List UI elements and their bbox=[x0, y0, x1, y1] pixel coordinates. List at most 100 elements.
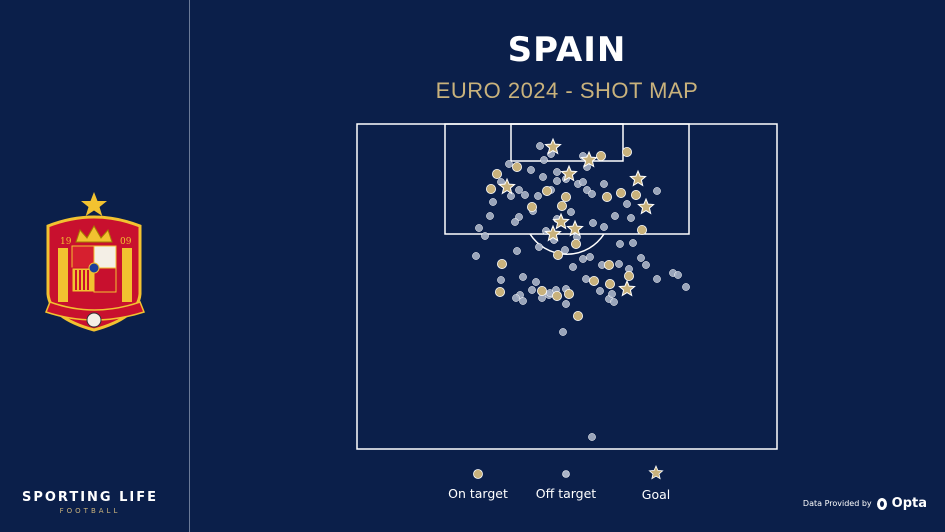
shot-on-target bbox=[491, 169, 502, 180]
chart-subtitle: EURO 2024 - SHOT MAP bbox=[435, 78, 699, 103]
crest-pillar-left bbox=[58, 248, 68, 302]
shot-off-target bbox=[519, 297, 527, 305]
shot-off-target bbox=[553, 177, 561, 185]
crest-crown-icon bbox=[75, 225, 113, 243]
shot-on-target bbox=[621, 146, 632, 157]
shot-off-target bbox=[521, 191, 529, 199]
chart-title: SPAIN bbox=[507, 30, 627, 70]
shot-off-target bbox=[600, 180, 608, 188]
shot-on-target bbox=[496, 258, 507, 269]
shot-off-target bbox=[489, 198, 497, 206]
shot-off-target bbox=[589, 219, 597, 227]
shot-on-target bbox=[494, 286, 505, 297]
shot-off-target bbox=[536, 142, 544, 150]
shot-off-target bbox=[519, 273, 527, 281]
shot-off-target bbox=[540, 156, 548, 164]
shot-off-target bbox=[512, 294, 520, 302]
shot-off-target bbox=[567, 208, 575, 216]
shot-off-target bbox=[513, 247, 521, 255]
shot-off-target bbox=[586, 253, 594, 261]
shot-on-target bbox=[570, 239, 581, 250]
crest-year-right: 09 bbox=[120, 237, 132, 247]
shot-off-target bbox=[532, 278, 540, 286]
shot-off-target bbox=[674, 271, 682, 279]
shot-markers bbox=[472, 137, 690, 441]
legend-item-on-target: On target bbox=[438, 465, 518, 501]
shot-off-target bbox=[623, 200, 631, 208]
shot-off-target bbox=[528, 286, 536, 294]
shot-on-target bbox=[556, 201, 567, 212]
shot-goal bbox=[629, 169, 647, 187]
shot-goal bbox=[560, 164, 578, 182]
crest-stripes bbox=[75, 270, 89, 290]
penalty-arc bbox=[529, 233, 605, 255]
shot-on-target bbox=[588, 275, 599, 286]
legend-goal-icon bbox=[648, 464, 664, 480]
crest-ball-icon bbox=[86, 312, 102, 328]
brand-subtitle: FOOTBALL bbox=[59, 507, 121, 515]
shot-on-target bbox=[615, 188, 626, 199]
crest-year-left: 19 bbox=[60, 237, 72, 247]
shot-off-target bbox=[486, 212, 494, 220]
crest-inner-shield-br bbox=[93, 267, 117, 293]
shot-goal bbox=[544, 224, 562, 242]
shot-off-target bbox=[515, 213, 523, 221]
opta-logo-icon bbox=[876, 497, 887, 510]
crest-center-icon bbox=[88, 262, 100, 274]
legend-off-target-icon bbox=[562, 470, 570, 478]
shot-goal bbox=[580, 150, 598, 168]
shot-off-target bbox=[527, 166, 535, 174]
shot-off-target bbox=[569, 263, 577, 271]
shot-on-target bbox=[541, 186, 552, 197]
shot-on-target bbox=[563, 288, 574, 299]
shot-goal bbox=[498, 177, 516, 195]
legend-on-target-icon bbox=[473, 469, 483, 479]
crest-star-icon bbox=[81, 192, 107, 216]
shot-off-target bbox=[497, 276, 505, 284]
shot-off-target bbox=[611, 212, 619, 220]
shot-off-target bbox=[653, 187, 661, 195]
legend-label-on-target: On target bbox=[448, 486, 508, 501]
shot-on-target bbox=[536, 285, 547, 296]
shot-off-target bbox=[579, 255, 587, 263]
sidebar: 19 09 SPORTING LIFE FOOTBALL bbox=[0, 0, 190, 532]
shot-on-target bbox=[603, 259, 614, 270]
credit-prefix: Data Provided by bbox=[802, 499, 872, 508]
shot-off-target bbox=[682, 283, 690, 291]
shot-on-target bbox=[560, 192, 571, 203]
shot-off-target bbox=[534, 192, 542, 200]
shot-off-target bbox=[481, 232, 489, 240]
shot-off-target bbox=[472, 252, 480, 260]
shot-map-pitch bbox=[356, 123, 778, 450]
shot-off-target bbox=[642, 261, 650, 269]
shot-off-target bbox=[505, 160, 513, 168]
shot-on-target bbox=[511, 162, 522, 173]
shot-off-target bbox=[615, 260, 623, 268]
shot-off-target bbox=[583, 186, 591, 194]
shot-on-target bbox=[604, 278, 615, 289]
shot-on-target bbox=[630, 190, 641, 201]
shot-on-target bbox=[623, 270, 634, 281]
shot-off-target bbox=[637, 254, 645, 262]
shot-on-target bbox=[551, 290, 562, 301]
brand-name: SPORTING LIFE bbox=[21, 490, 159, 505]
shot-off-target bbox=[596, 287, 604, 295]
shot-off-target bbox=[579, 178, 587, 186]
shot-off-target bbox=[610, 298, 618, 306]
shot-off-target bbox=[475, 224, 483, 232]
shot-goal bbox=[544, 137, 562, 155]
legend: On target Off target Goal bbox=[430, 464, 710, 505]
shot-off-target bbox=[535, 243, 543, 251]
shot-on-target bbox=[636, 225, 647, 236]
credit-brand: Opta bbox=[891, 496, 927, 511]
crest-ribbon bbox=[45, 301, 145, 321]
shot-off-target bbox=[608, 290, 616, 298]
shot-on-target bbox=[572, 310, 583, 321]
legend-label-off-target: Off target bbox=[535, 486, 597, 501]
shot-goal bbox=[566, 219, 584, 237]
shot-off-target bbox=[561, 246, 569, 254]
shot-goal bbox=[618, 279, 636, 297]
spain-crest-logo: 19 09 bbox=[45, 192, 145, 332]
crest-pillar-right bbox=[122, 248, 132, 302]
shot-on-target bbox=[552, 249, 563, 260]
